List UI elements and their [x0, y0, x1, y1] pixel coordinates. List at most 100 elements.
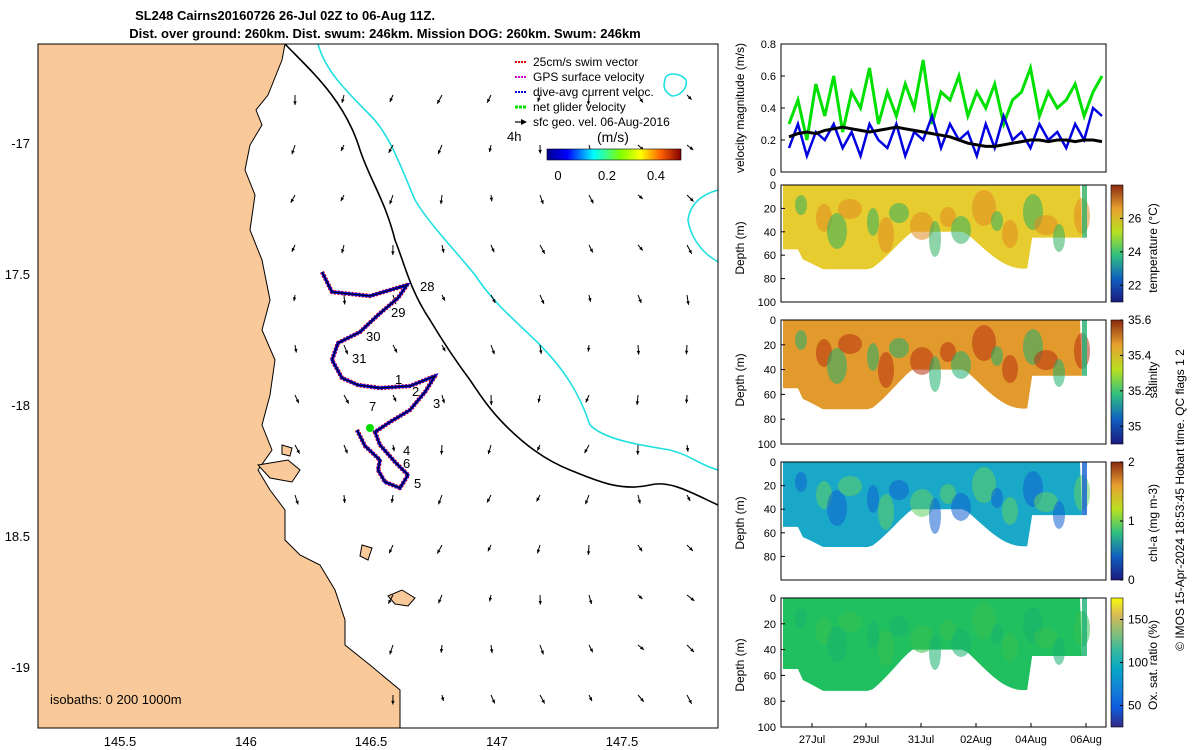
land-island-3 [281, 444, 293, 457]
velocity-arrowhead [537, 446, 541, 451]
glider-track [319, 270, 439, 491]
isobath-1000m [317, 43, 719, 471]
day-label: 3 [433, 396, 440, 411]
velocity-arrowhead [345, 399, 349, 404]
velocity-arrowhead [584, 449, 588, 454]
day-label: 2 [412, 384, 419, 399]
colorbar-tick: 0.2 [598, 168, 616, 183]
profile-patch [940, 207, 956, 227]
profile-patch [991, 211, 1003, 231]
velocity-arrowhead [341, 249, 345, 254]
velocity-arrowhead [639, 98, 643, 103]
depth-tick-label: 20 [764, 203, 776, 215]
velocity-arrowhead [438, 500, 442, 505]
profile-patch [838, 612, 862, 632]
velocity-arrowhead [637, 499, 641, 504]
velocity-arrowhead [341, 99, 345, 103]
colorbar-tick-label: 150 [1128, 613, 1148, 627]
velocity-arrowhead [537, 97, 541, 102]
temperature-colorbar-label: temperature (°C) [1146, 203, 1160, 293]
day-label: 31 [352, 351, 366, 366]
profile-patch [889, 616, 909, 636]
velocity-arrowhead [539, 350, 543, 354]
lat-tick-label: -18 [11, 398, 30, 413]
profile-strip [1082, 598, 1087, 657]
time-axis: 27Jul 29Jul 31Jul 02Aug 04Aug 06Aug [799, 734, 1102, 746]
panel-4: 0 20 40 60 80 100 50 100 150 [758, 593, 1149, 734]
velocity-arrowhead [295, 500, 299, 505]
velocity-arrowhead [488, 148, 492, 153]
velocity-arrowhead [291, 247, 295, 252]
depth-tick-label: 100 [758, 722, 776, 734]
isobath-200m [284, 43, 719, 506]
oxygen-colorbar-label: Ox. sat. ratio (%) [1146, 620, 1160, 710]
velocity-arrowhead [686, 497, 691, 502]
profile-patch [1002, 633, 1018, 661]
velocity-arrowhead [293, 101, 297, 105]
depth-tick-label: 40 [764, 365, 776, 377]
map-lon-axis: 145.5 146 146.5 147 147.5 [104, 734, 639, 749]
velocity-arrowhead [487, 547, 492, 552]
velocity-arrowhead [586, 347, 591, 352]
velocity-arrowhead [439, 200, 444, 205]
velocity-arrowhead [437, 549, 441, 554]
velocity-arrowhead [393, 348, 398, 353]
legend-label: 25cm/s swim vector [533, 55, 638, 69]
colorbar-tick-label: 22 [1128, 278, 1142, 292]
velocity-arrowhead [437, 99, 441, 104]
velocity-arrowhead [688, 249, 692, 254]
depth-tick-label: 20 [764, 481, 776, 493]
velocity-arrowhead [590, 199, 594, 204]
land-island-2 [257, 459, 301, 483]
day-label: 5 [414, 476, 421, 491]
profile-patch [795, 330, 807, 350]
panel-frame [780, 461, 1107, 581]
velocity-arrowhead [684, 399, 689, 404]
velocity-arrowhead [687, 95, 692, 100]
surface-velocity-field [290, 94, 695, 705]
profile-patch [878, 352, 894, 388]
profile-strip [1082, 320, 1087, 376]
profile-patch [940, 620, 956, 640]
profile-patch [929, 634, 941, 670]
timeseries-panels: 00.20.40.60.8020406080100222426020406080… [758, 39, 1152, 734]
day-label: 29 [391, 305, 405, 320]
profile-patch [1002, 497, 1018, 525]
depth-tick-label: 60 [764, 528, 776, 540]
credit-text: © IMOS 15-Apr-2024 18:53:45 Hobart time.… [1173, 349, 1187, 651]
velocity-arrowhead [491, 248, 495, 253]
colorbar-tick: 0 [554, 168, 561, 183]
profile-patch [951, 351, 971, 379]
velocity-arrowhead [293, 348, 298, 353]
velocity-arrowhead [638, 299, 642, 304]
velocity-arrowhead [536, 549, 541, 554]
land-mainland [37, 43, 401, 729]
depth-tick-label: 0 [770, 593, 776, 605]
legend-label: net glider velocity [533, 100, 626, 114]
profile-patch [972, 467, 996, 503]
title-line-1: SL248 Cairns20160726 26-Jul 02Z to 06-Au… [135, 8, 435, 23]
profile-patch [795, 472, 807, 492]
profile-patch [795, 195, 807, 215]
velocity-arrowhead [492, 299, 496, 303]
velocity-arrowhead [290, 198, 295, 203]
day-labels: 28 29 30 31 1 2 3 4 5 6 7 [352, 279, 440, 491]
depth-tick-label: 100 [758, 297, 776, 309]
depth-tick-label: 40 [764, 504, 776, 516]
legend-label: GPS surface velocity [533, 70, 644, 84]
velocity-arrowhead [441, 399, 446, 404]
time-tick-label: 02Aug [960, 734, 992, 746]
velocity-arrowhead [491, 699, 495, 704]
velocity-arrowhead [489, 401, 494, 405]
velocity-arrowhead [487, 498, 491, 503]
velocity-arrowhead [538, 149, 542, 154]
velocity-arrowhead [487, 450, 491, 455]
lat-tick-label: -19 [11, 660, 30, 675]
velocity-arrowhead [589, 648, 593, 653]
lon-tick-label: 147 [486, 734, 508, 749]
colorbar-tick-label: 0 [1128, 573, 1135, 587]
velocity-arrowhead [295, 399, 299, 404]
velocity-arrowhead [588, 697, 593, 702]
ytick-label: 0.4 [761, 103, 776, 115]
depth-tick-label: 80 [764, 551, 776, 563]
